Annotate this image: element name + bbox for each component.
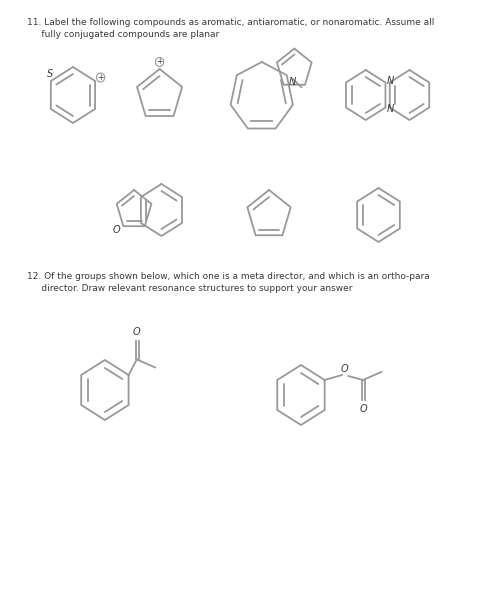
Text: director. Draw relevant resonance structures to support your answer: director. Draw relevant resonance struct… xyxy=(27,284,353,293)
Text: N: N xyxy=(386,104,394,113)
Text: +: + xyxy=(97,73,104,82)
Text: fully conjugated compounds are planar: fully conjugated compounds are planar xyxy=(27,30,220,39)
Text: O: O xyxy=(113,225,121,235)
Text: O: O xyxy=(359,404,367,414)
Text: O: O xyxy=(341,364,348,374)
Text: N: N xyxy=(386,76,394,87)
Text: N: N xyxy=(288,77,296,87)
Text: 11. Label the following compounds as aromatic, antiaromatic, or nonaromatic. Ass: 11. Label the following compounds as aro… xyxy=(27,18,435,27)
Text: S: S xyxy=(47,69,53,79)
Text: 12. Of the groups shown below, which one is a meta director, and which is an ort: 12. Of the groups shown below, which one… xyxy=(27,272,430,281)
Text: O: O xyxy=(133,328,141,337)
Text: +: + xyxy=(156,57,163,66)
